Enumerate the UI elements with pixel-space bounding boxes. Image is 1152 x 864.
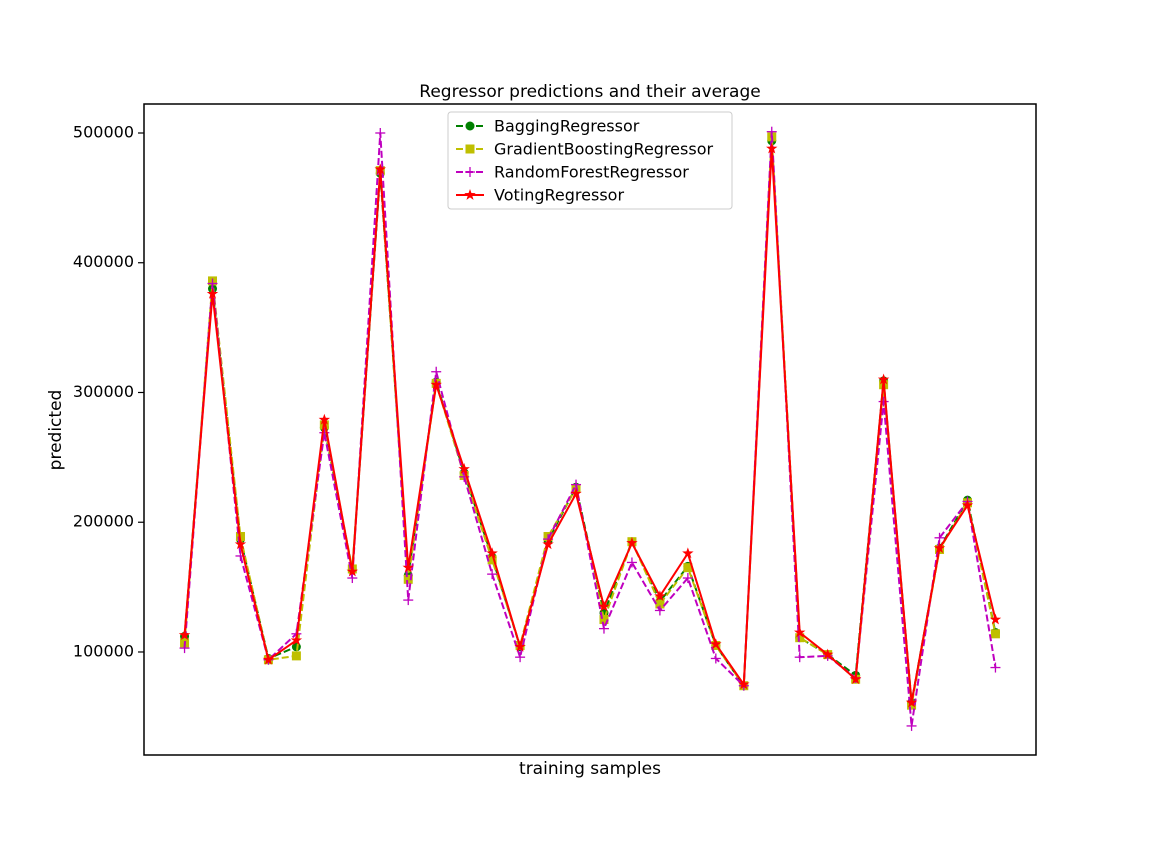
point	[682, 547, 694, 559]
point	[961, 499, 974, 511]
point	[291, 651, 301, 661]
point	[626, 557, 637, 568]
point	[234, 538, 247, 550]
point	[989, 613, 1002, 625]
point	[878, 396, 889, 407]
y-tick-label: 500000	[73, 122, 134, 141]
point	[738, 678, 750, 690]
point	[795, 633, 805, 643]
point	[465, 167, 475, 177]
point	[849, 673, 862, 685]
point	[654, 605, 665, 616]
point	[933, 542, 946, 554]
x-axis-label: training samples	[519, 759, 661, 779]
point	[179, 643, 190, 654]
point	[598, 600, 610, 612]
legend-label: RandomForestRegressor	[494, 163, 689, 182]
point	[402, 561, 414, 573]
point	[290, 634, 303, 646]
y-tick-label: 200000	[73, 512, 134, 531]
point	[375, 127, 386, 138]
point	[655, 599, 665, 609]
chart-title: Regressor predictions and their average	[419, 82, 760, 102]
legend-box	[447, 111, 733, 210]
point	[403, 574, 413, 584]
point	[766, 126, 777, 137]
y-tick-label: 400000	[73, 252, 134, 271]
point	[207, 278, 218, 289]
point	[458, 463, 470, 474]
point	[821, 648, 834, 660]
point	[346, 565, 359, 577]
point	[990, 629, 1000, 639]
point	[990, 662, 1001, 673]
point	[905, 696, 918, 708]
y-tick-label: 300000	[73, 382, 134, 401]
point	[178, 629, 191, 640]
point	[465, 121, 475, 131]
point	[464, 189, 476, 200]
y-axis-label: predicted	[46, 390, 66, 471]
point	[430, 378, 442, 390]
point	[374, 163, 386, 175]
legend-label: GradientBoostingRegressor	[494, 140, 713, 159]
point	[683, 563, 693, 573]
point	[403, 595, 414, 606]
point	[599, 615, 609, 625]
point	[262, 653, 275, 665]
series-line	[183, 148, 997, 703]
point	[486, 547, 498, 559]
point	[465, 144, 475, 154]
legend-label: VotingRegressor	[494, 186, 624, 205]
y-tick-label: 100000	[73, 641, 134, 660]
point	[710, 638, 722, 650]
point	[906, 720, 917, 731]
point	[654, 590, 666, 602]
point	[515, 652, 526, 663]
point	[907, 700, 917, 710]
point	[431, 366, 442, 377]
point	[626, 537, 638, 548]
point	[487, 555, 497, 565]
point	[318, 413, 331, 425]
point	[766, 142, 778, 154]
point	[542, 538, 554, 550]
legend: BaggingRegressor GradientBoostingRegresso…	[447, 111, 733, 210]
point	[710, 653, 721, 664]
point	[794, 652, 805, 663]
point	[487, 569, 498, 580]
point	[347, 573, 358, 584]
point	[934, 532, 945, 543]
point	[206, 287, 219, 299]
point	[598, 623, 609, 634]
point	[570, 487, 582, 499]
point	[877, 373, 890, 385]
plot-frame	[143, 103, 1037, 756]
legend-label: BaggingRegressor	[494, 117, 640, 136]
point	[794, 626, 806, 638]
point	[682, 573, 693, 584]
point	[514, 640, 526, 652]
